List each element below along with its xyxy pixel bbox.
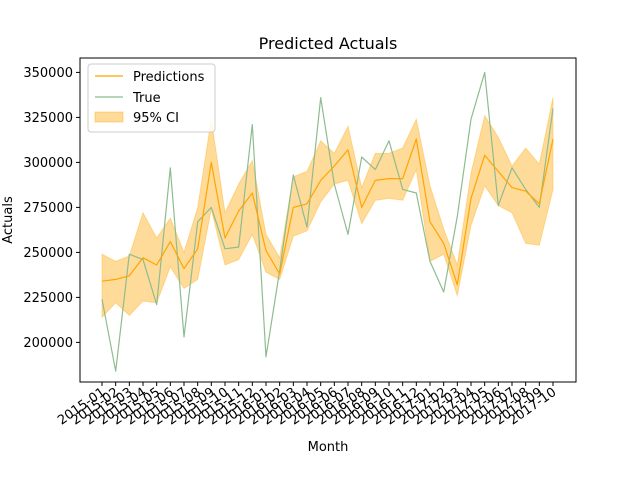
legend-box	[87, 63, 216, 133]
legend-ci-swatch	[94, 111, 124, 123]
x-axis: 2015-012015-022015-032015-042015-052015-…	[55, 382, 559, 428]
y-tick-label: 250000	[23, 246, 73, 261]
y-tick-label: 275000	[23, 201, 73, 216]
x-axis-title: Month	[308, 440, 349, 455]
y-tick-label: 200000	[23, 336, 73, 351]
plot-area	[101, 71, 554, 372]
true-series-line	[101, 71, 554, 372]
y-tick-label: 300000	[23, 156, 73, 171]
y-axis: 200000 225000 250000 275000 300000 325000 3500…	[23, 66, 80, 351]
ci-band	[101, 97, 554, 319]
legend-true-label: True	[132, 91, 161, 106]
legend-predictions-label: Predictions	[133, 70, 205, 85]
y-axis-title: Actuals	[1, 196, 16, 244]
y-tick-label: 225000	[23, 291, 73, 306]
predictions-series-line	[101, 138, 554, 286]
y-tick-label: 350000	[23, 66, 73, 81]
legend-ci-label: 95% CI	[133, 111, 179, 126]
y-tick-label: 325000	[23, 111, 73, 126]
chart-title: Predicted Actuals	[259, 34, 398, 53]
legend: Predictions True 95% CI	[87, 63, 216, 133]
axes-frame	[79, 57, 577, 383]
